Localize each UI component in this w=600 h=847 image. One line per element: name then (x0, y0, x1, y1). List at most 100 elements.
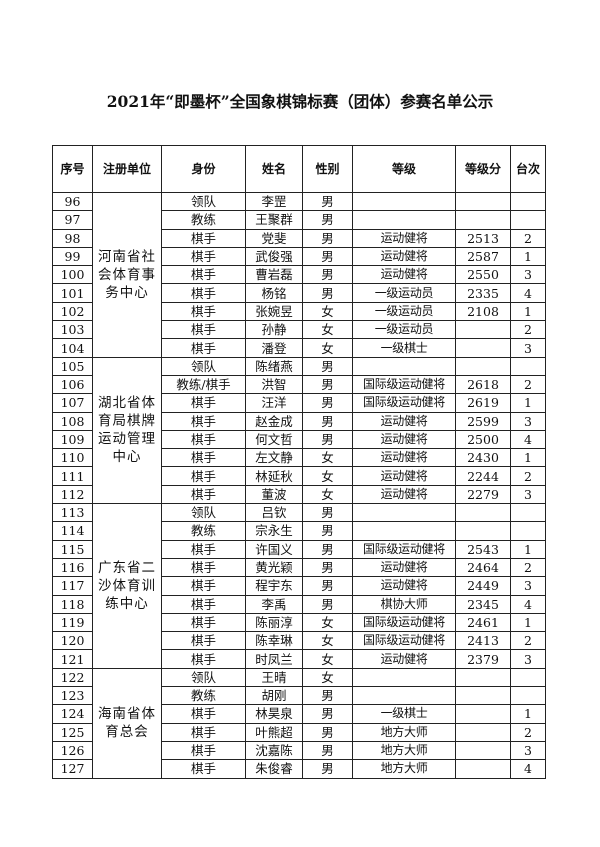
cell-level: 运动健将 (352, 265, 456, 285)
cell-gender: 女 (302, 612, 353, 633)
cell-role: 棋手 (161, 320, 246, 340)
cell-rating (455, 740, 511, 761)
cell-board: 3 (510, 576, 546, 596)
cell-rating: 2379 (455, 649, 511, 669)
cell-gender: 男 (302, 210, 353, 230)
cell-name: 宗永生 (245, 521, 303, 541)
cell-gender: 男 (302, 393, 353, 413)
cell-board (510, 356, 546, 376)
cell-role: 棋手 (161, 411, 246, 431)
cell-index: 120 (52, 631, 93, 651)
cell-name: 张婉昱 (245, 301, 303, 322)
table-row: 96 河南省社会体育事务中心 领队 李罡男 (52, 191, 546, 358)
cell-rating (455, 686, 511, 706)
cell-name: 时凤兰 (245, 649, 303, 669)
cell-rating (455, 356, 511, 376)
cell-role: 棋手 (161, 228, 246, 248)
cell-level (352, 521, 456, 541)
cell-role: 领队 (161, 667, 246, 688)
cell-gender: 男 (302, 557, 353, 578)
cell-gender: 男 (302, 704, 353, 724)
cell-index: 96 (52, 191, 93, 212)
cell-board (510, 686, 546, 706)
cell-rating (455, 759, 511, 779)
header-unit: 注册单位 (92, 145, 162, 193)
header-row: 序号 注册单位 身份 姓名 性别 等级 等级分 台次 (52, 145, 546, 193)
table-row: 97 教练 王聚群男 (52, 210, 546, 230)
cell-board (510, 210, 546, 230)
cell-level: 运动健将 (352, 228, 456, 248)
cell-board: 2 (510, 557, 546, 578)
cell-board: 2 (510, 722, 546, 742)
cell-name: 左文静 (245, 448, 303, 468)
table-row: 117 棋手 程宇东男运动健将 2449 3 (52, 576, 546, 596)
cell-rating: 2550 (455, 265, 511, 285)
cell-gender: 女 (302, 301, 353, 322)
cell-rating: 2500 (455, 429, 511, 450)
table-row: 119 棋手 陈丽淳女国际级运动健将 2461 1 (52, 612, 546, 633)
cell-board: 4 (510, 429, 546, 450)
header-role: 身份 (161, 145, 246, 193)
cell-rating: 2449 (455, 576, 511, 596)
cell-name: 陈丽淳 (245, 612, 303, 633)
cell-role: 教练 (161, 686, 246, 706)
table-row: 111 棋手 林延秋女运动健将 2244 2 (52, 466, 546, 486)
cell-level: 运动健将 (352, 411, 456, 431)
cell-board: 1 (510, 246, 546, 267)
cell-role: 棋手 (161, 429, 246, 450)
cell-board: 3 (510, 649, 546, 669)
cell-name: 陈绪燕 (245, 356, 303, 376)
cell-name: 叶熊超 (245, 722, 303, 742)
cell-board: 2 (510, 631, 546, 651)
cell-level: 一级棋士 (352, 338, 456, 358)
cell-gender: 男 (302, 228, 353, 248)
cell-rating: 2618 (455, 374, 511, 395)
cell-level: 运动健将 (352, 466, 456, 486)
cell-gender: 男 (302, 686, 353, 706)
cell-rating: 2619 (455, 393, 511, 413)
cell-rating: 2279 (455, 484, 511, 505)
cell-index: 100 (52, 265, 93, 285)
table-row: 101 棋手 杨铭男一级运动员 2335 4 (52, 283, 546, 303)
cell-index: 107 (52, 393, 93, 413)
cell-index: 123 (52, 686, 93, 706)
cell-role: 棋手 (161, 539, 246, 559)
cell-gender: 男 (302, 539, 353, 559)
cell-board (510, 667, 546, 688)
cell-name: 陈幸琳 (245, 631, 303, 651)
cell-board: 2 (510, 466, 546, 486)
cell-name: 赵金成 (245, 411, 303, 431)
page-title: 2021年“即墨杯”全国象棋锦标赛（团体）参赛名单公示 (106, 92, 494, 111)
cell-gender: 女 (302, 448, 353, 468)
cell-gender: 女 (302, 484, 353, 505)
cell-index: 104 (52, 338, 93, 358)
cell-gender: 男 (302, 521, 353, 541)
cell-role: 棋手 (161, 649, 246, 669)
cell-board: 1 (510, 612, 546, 633)
cell-unit: 河南省社会体育事务中心 (92, 192, 162, 358)
cell-index: 113 (52, 503, 93, 523)
cell-unit: 海南省体育总会 (92, 667, 162, 779)
table-row: 120 棋手 陈幸琳女国际级运动健将 2413 2 (52, 631, 546, 651)
cell-index: 125 (52, 722, 93, 742)
cell-index: 118 (52, 594, 93, 614)
cell-role: 棋手 (161, 612, 246, 633)
cell-level (352, 686, 456, 706)
cell-name: 曹岩磊 (245, 265, 303, 285)
cell-gender: 男 (302, 429, 353, 450)
cell-name: 武俊强 (245, 246, 303, 267)
cell-rating: 2513 (455, 228, 511, 248)
cell-name: 沈嘉陈 (245, 740, 303, 761)
cell-name: 吕钦 (245, 503, 303, 523)
cell-board: 2 (510, 320, 546, 340)
cell-level: 地方大师 (352, 722, 456, 742)
cell-name: 何文哲 (245, 429, 303, 450)
cell-board: 4 (510, 283, 546, 303)
cell-index: 114 (52, 521, 93, 541)
cell-index: 105 (52, 356, 93, 376)
cell-rating: 2430 (455, 448, 511, 468)
cell-level: 运动健将 (352, 429, 456, 450)
cell-level: 运动健将 (352, 246, 456, 267)
cell-index: 127 (52, 759, 93, 779)
cell-role: 棋手 (161, 557, 246, 578)
